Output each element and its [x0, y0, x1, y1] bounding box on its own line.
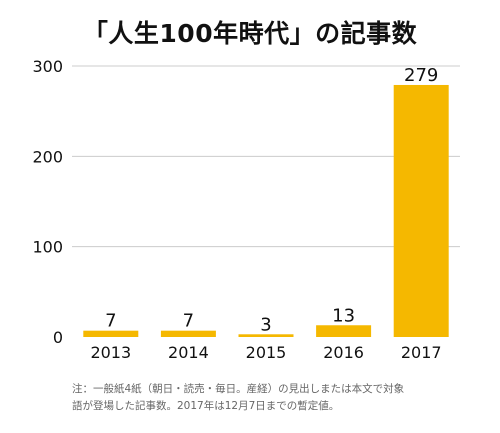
footnote-line-2: 語が登場した記事数。2017年は12月7日までの暫定値。	[72, 400, 340, 412]
x-tick-label: 2014	[168, 343, 209, 362]
x-tick-label: 2013	[90, 343, 131, 362]
data-label: 13	[332, 305, 355, 326]
data-label: 7	[183, 311, 194, 332]
footnote-line-1: 注：一般紙4紙（朝日・読売・毎日。産経）の見出しまたは本文で対象	[72, 383, 405, 395]
bar	[83, 330, 139, 337]
x-tick-label: 2015	[246, 343, 287, 362]
bar	[316, 325, 372, 337]
x-tick-labels: 2013 2014 2015 2016 2017	[90, 343, 441, 362]
bar	[393, 84, 449, 337]
bar-chart: 0 100 200 300 7 7 3 13 279 2013 2014 2015 2016 2017	[32, 57, 460, 362]
y-tick-label: 200	[32, 147, 63, 166]
y-tick-label: 300	[32, 57, 63, 76]
bar	[238, 334, 294, 337]
data-label: 279	[404, 65, 438, 86]
data-label: 7	[105, 311, 116, 332]
chart-title: 「人生100年時代」の記事数	[82, 19, 418, 48]
data-labels: 7 7 3 13 279	[105, 65, 438, 335]
footnote: 注：一般紙4紙（朝日・読売・毎日。産経）の見出しまたは本文で対象 語が登場した記…	[72, 381, 472, 415]
x-tick-label: 2016	[323, 343, 364, 362]
bars	[83, 84, 449, 337]
y-tick-labels: 0 100 200 300	[32, 57, 63, 347]
bar	[160, 330, 216, 337]
data-label: 3	[260, 314, 271, 335]
y-tick-label: 0	[53, 328, 63, 347]
x-tick-label: 2017	[401, 343, 442, 362]
y-tick-label: 100	[32, 238, 63, 257]
